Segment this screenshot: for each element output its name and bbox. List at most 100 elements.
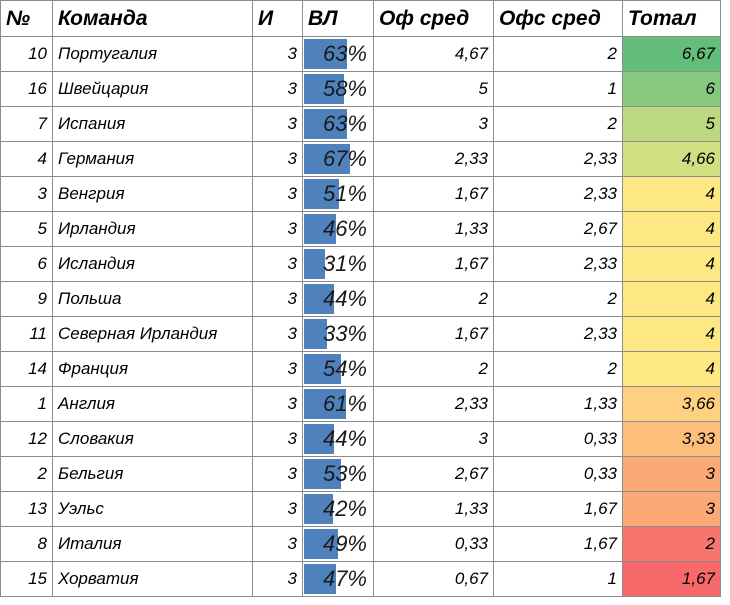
cell-games[interactable]: 3 bbox=[252, 386, 303, 422]
header-of-avg[interactable]: Оф сред bbox=[373, 0, 494, 37]
cell-vl[interactable]: 67% bbox=[302, 141, 374, 177]
cell-games[interactable]: 3 bbox=[252, 281, 303, 317]
cell-ofs-avg[interactable]: 2 bbox=[493, 281, 623, 317]
cell-team[interactable]: Италия bbox=[52, 526, 253, 562]
cell-num[interactable]: 10 bbox=[0, 36, 53, 72]
cell-num[interactable]: 12 bbox=[0, 421, 53, 457]
cell-team[interactable]: Венгрия bbox=[52, 176, 253, 212]
cell-num[interactable]: 2 bbox=[0, 456, 53, 492]
cell-total[interactable]: 4 bbox=[622, 351, 721, 387]
cell-vl[interactable]: 54% bbox=[302, 351, 374, 387]
cell-ofs-avg[interactable]: 1 bbox=[493, 561, 623, 597]
header-total[interactable]: Тотал bbox=[622, 0, 721, 37]
cell-num[interactable]: 13 bbox=[0, 491, 53, 527]
cell-vl[interactable]: 49% bbox=[302, 526, 374, 562]
cell-team[interactable]: Англия bbox=[52, 386, 253, 422]
cell-games[interactable]: 3 bbox=[252, 36, 303, 72]
cell-total[interactable]: 3,33 bbox=[622, 421, 721, 457]
cell-ofs-avg[interactable]: 2,33 bbox=[493, 246, 623, 282]
cell-total[interactable]: 6 bbox=[622, 71, 721, 107]
cell-ofs-avg[interactable]: 0,33 bbox=[493, 456, 623, 492]
cell-total[interactable]: 3 bbox=[622, 491, 721, 527]
cell-team[interactable]: Бельгия bbox=[52, 456, 253, 492]
cell-of-avg[interactable]: 2,33 bbox=[373, 386, 494, 422]
cell-total[interactable]: 1,67 bbox=[622, 561, 721, 597]
cell-num[interactable]: 7 bbox=[0, 106, 53, 142]
cell-of-avg[interactable]: 0,67 bbox=[373, 561, 494, 597]
cell-of-avg[interactable]: 2,33 bbox=[373, 141, 494, 177]
cell-team[interactable]: Исландия bbox=[52, 246, 253, 282]
cell-of-avg[interactable]: 4,67 bbox=[373, 36, 494, 72]
cell-ofs-avg[interactable]: 2 bbox=[493, 36, 623, 72]
cell-team[interactable]: Уэльс bbox=[52, 491, 253, 527]
cell-ofs-avg[interactable]: 2,33 bbox=[493, 316, 623, 352]
cell-total[interactable]: 2 bbox=[622, 526, 721, 562]
cell-num[interactable]: 14 bbox=[0, 351, 53, 387]
cell-ofs-avg[interactable]: 2,33 bbox=[493, 141, 623, 177]
cell-games[interactable]: 3 bbox=[252, 421, 303, 457]
cell-ofs-avg[interactable]: 1,67 bbox=[493, 526, 623, 562]
cell-ofs-avg[interactable]: 1,33 bbox=[493, 386, 623, 422]
cell-team[interactable]: Испания bbox=[52, 106, 253, 142]
cell-games[interactable]: 3 bbox=[252, 246, 303, 282]
cell-of-avg[interactable]: 1,67 bbox=[373, 316, 494, 352]
cell-num[interactable]: 8 bbox=[0, 526, 53, 562]
cell-vl[interactable]: 31% bbox=[302, 246, 374, 282]
cell-team[interactable]: Франция bbox=[52, 351, 253, 387]
cell-total[interactable]: 4 bbox=[622, 316, 721, 352]
cell-of-avg[interactable]: 1,33 bbox=[373, 491, 494, 527]
cell-of-avg[interactable]: 0,33 bbox=[373, 526, 494, 562]
cell-ofs-avg[interactable]: 2,67 bbox=[493, 211, 623, 247]
cell-ofs-avg[interactable]: 1,67 bbox=[493, 491, 623, 527]
header-games[interactable]: И bbox=[252, 0, 303, 37]
cell-games[interactable]: 3 bbox=[252, 211, 303, 247]
cell-ofs-avg[interactable]: 1 bbox=[493, 71, 623, 107]
cell-of-avg[interactable]: 2 bbox=[373, 281, 494, 317]
cell-vl[interactable]: 44% bbox=[302, 421, 374, 457]
cell-total[interactable]: 3,66 bbox=[622, 386, 721, 422]
cell-team[interactable]: Хорватия bbox=[52, 561, 253, 597]
cell-total[interactable]: 4,66 bbox=[622, 141, 721, 177]
cell-vl[interactable]: 63% bbox=[302, 36, 374, 72]
cell-ofs-avg[interactable]: 2,33 bbox=[493, 176, 623, 212]
cell-of-avg[interactable]: 1,33 bbox=[373, 211, 494, 247]
cell-num[interactable]: 1 bbox=[0, 386, 53, 422]
header-team[interactable]: Команда bbox=[52, 0, 253, 37]
cell-ofs-avg[interactable]: 0,33 bbox=[493, 421, 623, 457]
cell-vl[interactable]: 63% bbox=[302, 106, 374, 142]
cell-ofs-avg[interactable]: 2 bbox=[493, 351, 623, 387]
cell-vl[interactable]: 58% bbox=[302, 71, 374, 107]
cell-games[interactable]: 3 bbox=[252, 106, 303, 142]
cell-team[interactable]: Ирландия bbox=[52, 211, 253, 247]
header-ofs-avg[interactable]: Офс сред bbox=[493, 0, 623, 37]
cell-total[interactable]: 4 bbox=[622, 176, 721, 212]
cell-total[interactable]: 4 bbox=[622, 246, 721, 282]
cell-team[interactable]: Польша bbox=[52, 281, 253, 317]
cell-of-avg[interactable]: 2,67 bbox=[373, 456, 494, 492]
cell-team[interactable]: Словакия bbox=[52, 421, 253, 457]
cell-games[interactable]: 3 bbox=[252, 491, 303, 527]
cell-num[interactable]: 11 bbox=[0, 316, 53, 352]
cell-games[interactable]: 3 bbox=[252, 176, 303, 212]
cell-vl[interactable]: 61% bbox=[302, 386, 374, 422]
cell-games[interactable]: 3 bbox=[252, 141, 303, 177]
cell-vl[interactable]: 46% bbox=[302, 211, 374, 247]
cell-games[interactable]: 3 bbox=[252, 351, 303, 387]
cell-of-avg[interactable]: 3 bbox=[373, 106, 494, 142]
cell-of-avg[interactable]: 1,67 bbox=[373, 176, 494, 212]
cell-total[interactable]: 4 bbox=[622, 281, 721, 317]
cell-num[interactable]: 16 bbox=[0, 71, 53, 107]
header-vl[interactable]: ВЛ bbox=[302, 0, 374, 37]
cell-team[interactable]: Швейцария bbox=[52, 71, 253, 107]
cell-of-avg[interactable]: 1,67 bbox=[373, 246, 494, 282]
cell-vl[interactable]: 47% bbox=[302, 561, 374, 597]
cell-vl[interactable]: 44% bbox=[302, 281, 374, 317]
cell-total[interactable]: 5 bbox=[622, 106, 721, 142]
cell-num[interactable]: 3 bbox=[0, 176, 53, 212]
cell-ofs-avg[interactable]: 2 bbox=[493, 106, 623, 142]
cell-vl[interactable]: 51% bbox=[302, 176, 374, 212]
cell-vl[interactable]: 42% bbox=[302, 491, 374, 527]
cell-games[interactable]: 3 bbox=[252, 526, 303, 562]
cell-num[interactable]: 9 bbox=[0, 281, 53, 317]
cell-num[interactable]: 15 bbox=[0, 561, 53, 597]
